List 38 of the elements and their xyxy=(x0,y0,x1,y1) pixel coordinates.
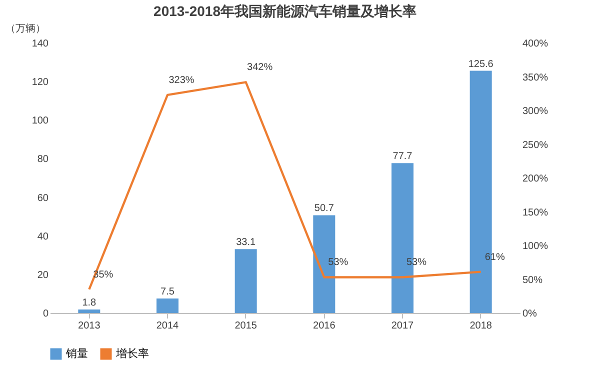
data-label: 1.8 xyxy=(82,298,97,309)
bar xyxy=(234,249,257,313)
y-tick-label: 40 xyxy=(37,231,49,242)
y2-tick-label: 250% xyxy=(522,140,548,151)
y-tick-label: 100 xyxy=(32,116,49,127)
y-tick-label: 140 xyxy=(32,38,49,50)
chart-title: 2013-2018年我国新能源汽车销量及增长率 xyxy=(154,3,416,19)
y2-tick-label: 200% xyxy=(522,174,548,184)
y2-tick-label: 150% xyxy=(522,207,548,218)
data-label: 50.7 xyxy=(314,203,334,214)
y-axis-title: （万辆） xyxy=(6,22,46,34)
y2-tick-label: 400% xyxy=(522,38,548,50)
y-tick-label: 120 xyxy=(32,77,49,88)
y2-tick-label: 350% xyxy=(522,72,548,84)
x-tick-label: 2016 xyxy=(313,320,336,332)
y2-tick-label: 0% xyxy=(522,308,538,320)
y-tick-label: 0 xyxy=(42,308,49,320)
data-label: 125.6 xyxy=(468,58,494,70)
bar xyxy=(156,298,178,313)
legend-label: 增长率 xyxy=(115,347,149,360)
x-tick-label: 2017 xyxy=(391,320,414,332)
y-tick-label: 60 xyxy=(37,192,49,204)
x-tick-label: 2014 xyxy=(156,320,180,332)
bar xyxy=(78,310,100,313)
data-label: 323% xyxy=(168,74,194,86)
x-tick-label: 2018 xyxy=(470,320,492,332)
y2-tick-label: 50% xyxy=(522,274,543,286)
legend-label: 销量 xyxy=(65,348,88,360)
y-tick-label: 80 xyxy=(37,154,49,166)
data-label: 342% xyxy=(247,62,273,74)
y-tick-label: 20 xyxy=(37,270,49,281)
x-tick-label: 2013 xyxy=(78,320,101,332)
data-label: 77.7 xyxy=(392,151,413,162)
data-label: 7.5 xyxy=(160,286,175,298)
y2-tick-label: 100% xyxy=(522,241,548,252)
y2-tick-label: 300% xyxy=(522,106,548,117)
data-label: 33.1 xyxy=(236,237,256,248)
x-tick-label: 2015 xyxy=(234,320,258,332)
